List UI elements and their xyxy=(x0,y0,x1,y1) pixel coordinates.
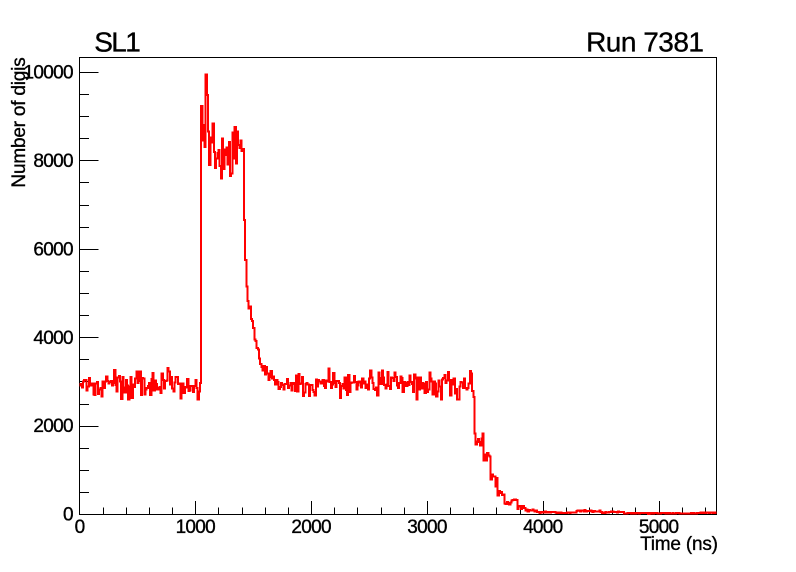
svg-text:4000: 4000 xyxy=(33,328,73,349)
svg-text:5000: 5000 xyxy=(639,517,679,538)
svg-text:3000: 3000 xyxy=(407,517,447,538)
svg-text:0: 0 xyxy=(63,505,73,526)
svg-text:Time (ns): Time (ns) xyxy=(640,534,718,555)
svg-text:Number of digis: Number of digis xyxy=(9,58,30,188)
svg-text:10000: 10000 xyxy=(24,63,73,84)
svg-text:2000: 2000 xyxy=(33,416,73,437)
svg-text:4000: 4000 xyxy=(523,517,563,538)
svg-text:6000: 6000 xyxy=(33,239,73,260)
svg-text:2000: 2000 xyxy=(291,517,331,538)
svg-text:SL1: SL1 xyxy=(94,27,140,58)
svg-text:1000: 1000 xyxy=(176,517,216,538)
svg-text:8000: 8000 xyxy=(33,151,73,172)
svg-text:0: 0 xyxy=(75,517,85,538)
svg-text:Run 7381: Run 7381 xyxy=(586,27,703,58)
